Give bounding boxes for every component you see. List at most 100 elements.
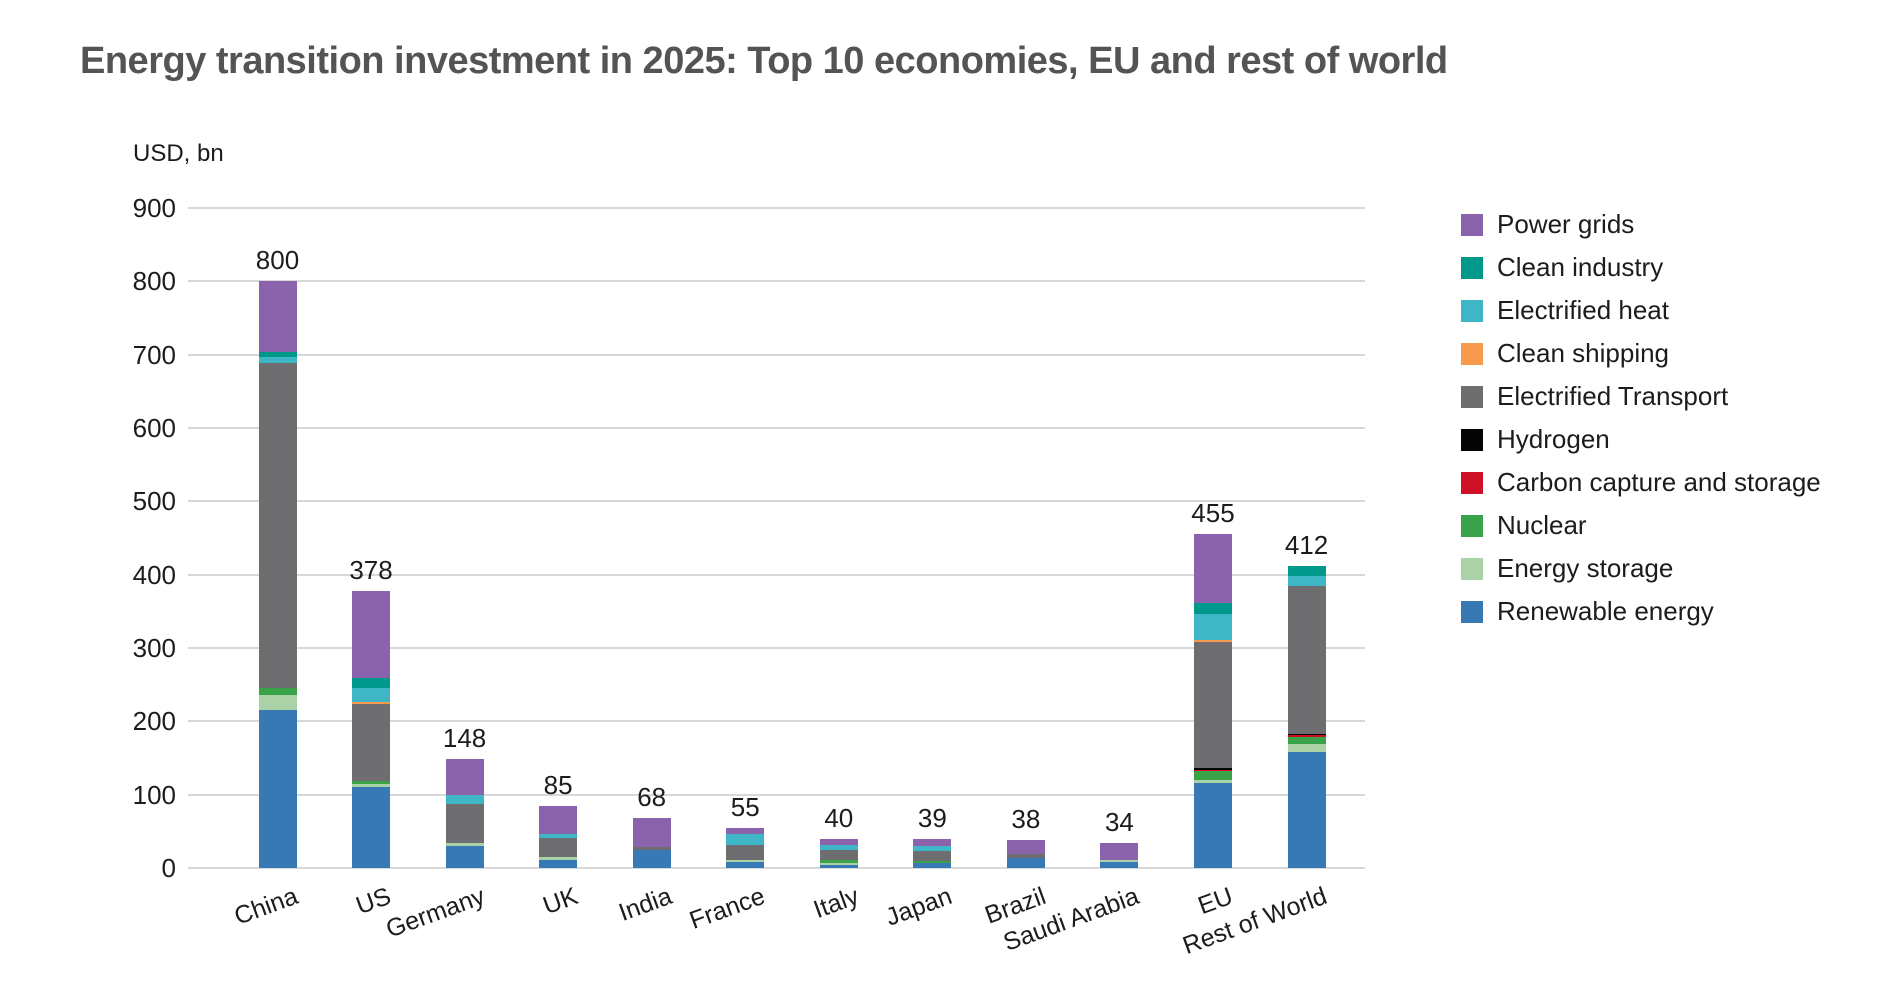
bar-segment	[1194, 782, 1232, 868]
legend-item: Energy storage	[1461, 547, 1821, 590]
bar-eu	[1194, 208, 1232, 868]
chart-title: Energy transition investment in 2025: To…	[80, 40, 1448, 82]
bar-total-label: 148	[442, 723, 487, 754]
bar-total-label: 40	[824, 802, 854, 833]
bar-segment	[445, 759, 484, 796]
plot-area: 800 China 378 US 148 Germany 85 UK 68 India 55 Fran…	[188, 207, 1365, 960]
bar-segment	[913, 860, 952, 863]
bar-segment	[352, 703, 391, 781]
legend-item: Renewable energy	[1461, 590, 1821, 633]
bar-segment	[1100, 859, 1139, 863]
bar-segment	[1194, 603, 1232, 615]
bar-segment	[352, 780, 391, 785]
bar-segment	[539, 833, 578, 838]
gridline-0	[188, 867, 1365, 869]
bar-segment	[913, 862, 952, 868]
y-tick-label-300: 300	[132, 633, 176, 663]
y-tick-label-900: 900	[132, 193, 176, 223]
y-tick-label-100: 100	[132, 779, 176, 810]
bar-segment	[1194, 642, 1232, 769]
bar-segment	[1194, 771, 1232, 780]
bar-japan	[913, 208, 952, 868]
legend-label: Power grids	[1497, 209, 1635, 239]
legend-swatch-icon	[1461, 213, 1483, 236]
bar-segment	[819, 845, 858, 851]
bar-segment	[258, 351, 297, 357]
gridline-700	[188, 353, 1365, 356]
bar-segment	[913, 851, 952, 861]
bar-segment	[819, 862, 858, 866]
bar-segment	[539, 837, 578, 857]
bar-segment	[1100, 843, 1139, 860]
y-tick-label-700: 700	[132, 339, 176, 370]
legend-label: Energy storage	[1497, 553, 1674, 583]
bar-segment	[1194, 768, 1232, 770]
bar-segment	[1194, 614, 1232, 640]
bar-segment	[819, 859, 858, 863]
bar-segment	[1194, 534, 1232, 604]
legend-item: Clean shipping	[1461, 332, 1821, 375]
legend-item: Power grids	[1461, 203, 1821, 246]
gridline-800	[188, 280, 1365, 283]
bar-segment	[352, 590, 391, 679]
legend-item: Electrified Transport	[1461, 375, 1821, 418]
bar-france	[726, 208, 765, 868]
gridline-900	[188, 207, 1365, 209]
bar-segment	[819, 838, 858, 846]
bar-segment	[1287, 565, 1326, 577]
bar-total-label: 38	[1011, 804, 1041, 835]
bar-total-label: 378	[349, 554, 393, 585]
legend-swatch-icon	[1461, 256, 1483, 279]
bar-china	[258, 208, 297, 868]
y-tick-label-800: 800	[132, 266, 176, 297]
bar-india	[632, 208, 671, 868]
bar-germany	[445, 208, 484, 868]
bar-rest-of-world	[1287, 208, 1326, 868]
bar-segment	[352, 678, 391, 688]
bar-segment	[1194, 769, 1232, 772]
bar-total-label: 55	[730, 791, 760, 822]
legend-item: Nuclear	[1461, 504, 1821, 547]
y-tick-label-0: 0	[161, 853, 176, 883]
legend-swatch-icon	[1461, 514, 1483, 537]
bar-segment	[1287, 736, 1326, 745]
bar-brazil	[1006, 208, 1045, 868]
bar-segment	[726, 862, 765, 868]
bar-segment	[726, 834, 765, 845]
bar-segment	[539, 857, 578, 860]
bar-total-label: 455	[1191, 498, 1235, 529]
bar-segment	[1100, 862, 1139, 868]
bar-total-label: 68	[637, 782, 667, 813]
bar-segment	[1287, 735, 1326, 737]
bar-segment	[445, 804, 484, 844]
gridline-400	[188, 573, 1365, 576]
y-axis-tick-labels: 0 100 200 300 400 500 600 700 800 900	[0, 193, 176, 883]
bar-segment	[726, 844, 765, 860]
bar-segment	[258, 694, 297, 711]
legend: Power grids Clean industry Electrified hea…	[1461, 203, 1821, 633]
legend-item: Electrified heat	[1461, 289, 1821, 332]
legend-label: Carbon capture and storage	[1497, 467, 1821, 497]
bar-segment	[258, 356, 297, 364]
bar-segment	[258, 688, 297, 695]
bar-total-label: 800	[255, 245, 300, 276]
bar-segment	[1287, 744, 1326, 753]
legend-item: Clean industry	[1461, 246, 1821, 289]
bar-total-label: 39	[917, 803, 947, 834]
bar-total-label: 85	[543, 769, 573, 800]
bar-segment	[726, 827, 765, 835]
bar-total-label: 34	[1104, 807, 1134, 838]
bar-segment	[1287, 733, 1326, 736]
bar-segment	[1194, 780, 1232, 783]
bar-segment	[352, 702, 391, 704]
bar-segment	[258, 710, 297, 868]
y-axis-title: USD, bn	[133, 140, 224, 167]
y-tick-label-200: 200	[132, 706, 176, 737]
legend-label: Renewable energy	[1497, 596, 1714, 626]
bar-segment	[352, 784, 391, 787]
bar-segment	[258, 363, 297, 689]
bar-total-label: 412	[1284, 529, 1329, 560]
bar-segment	[913, 846, 952, 852]
bar-segment	[1194, 639, 1232, 643]
legend-label: Nuclear	[1497, 510, 1587, 540]
